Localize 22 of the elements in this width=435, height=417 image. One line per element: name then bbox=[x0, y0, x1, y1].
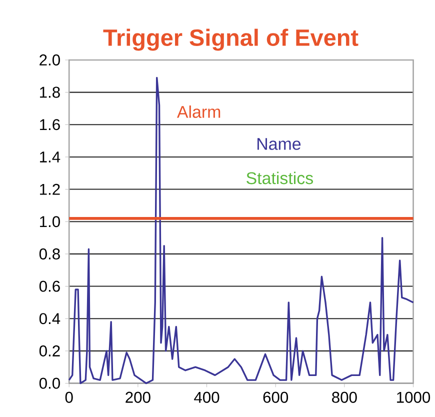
y-tick-label: 1.8 bbox=[40, 87, 60, 98]
line-series bbox=[68, 77, 414, 384]
x-tick-label: 1000 bbox=[397, 392, 430, 404]
x-tick-label: 400 bbox=[194, 392, 220, 404]
y-tick-label: 2.0 bbox=[40, 54, 60, 66]
y-tick-label: 1.0 bbox=[40, 216, 60, 228]
x-tick-label: 200 bbox=[126, 392, 150, 404]
y-tick-label: 1.4 bbox=[40, 152, 60, 163]
y-tick-label: 1.6 bbox=[40, 119, 60, 130]
y-tick-label: 0.6 bbox=[39, 280, 60, 292]
x-tick-label: 0 bbox=[65, 392, 73, 404]
y-tick-label: 1.2 bbox=[40, 184, 60, 195]
x-tick-label: 800 bbox=[332, 392, 357, 404]
chart-title: Trigger Signal of Event bbox=[103, 29, 358, 51]
y-tick-label: 0.0 bbox=[39, 378, 60, 390]
y-tick-label: 0.4 bbox=[39, 313, 60, 324]
ref-line-label: Alarm bbox=[176, 106, 220, 118]
annotation: Statistics bbox=[246, 172, 313, 184]
text: Name bbox=[258, 138, 301, 150]
y-tick-label: 0.8 bbox=[39, 248, 60, 260]
y-tick-label: 0.2 bbox=[39, 346, 60, 357]
x-tick-label: 600 bbox=[263, 392, 288, 404]
